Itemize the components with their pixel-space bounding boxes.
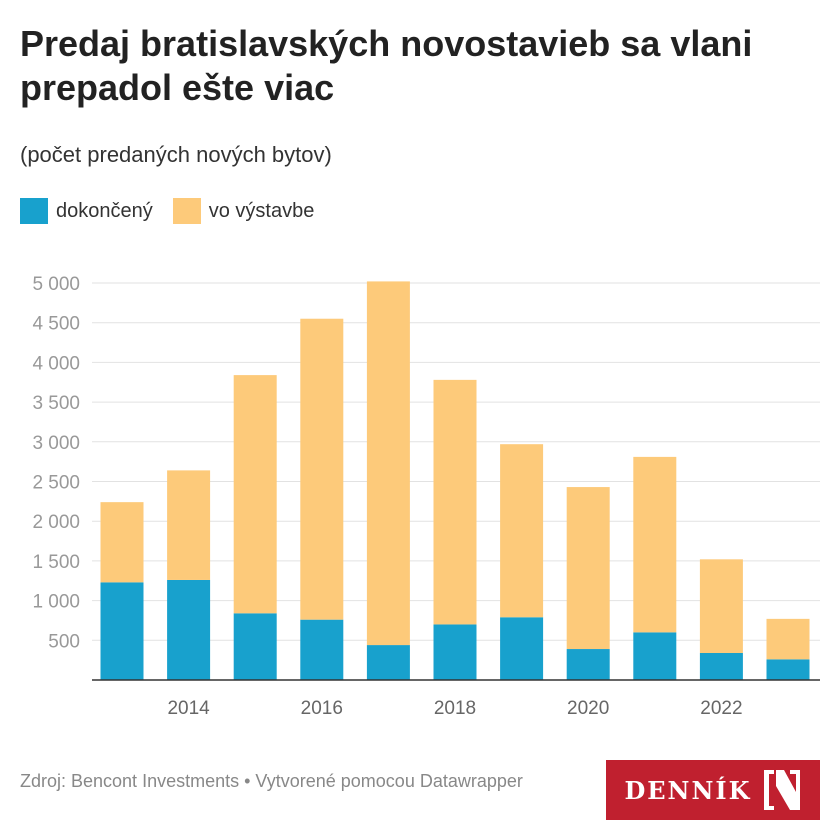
- y-tick-label: 3 500: [32, 393, 80, 414]
- bar-segment: [433, 624, 477, 680]
- y-tick-label: 3 000: [32, 433, 80, 454]
- x-tick-label: 2020: [567, 698, 609, 719]
- y-tick-label: 1 500: [32, 552, 80, 573]
- x-tick-label: 2022: [700, 698, 742, 719]
- legend-label: dokončený: [56, 199, 153, 222]
- chart-subtitle: (počet predaných nových bytov): [20, 142, 332, 167]
- x-tick-label: 2016: [301, 698, 343, 719]
- dennik-n-logo: DENNÍK: [606, 760, 820, 820]
- bar-segment: [100, 502, 144, 583]
- bar-segment: [766, 659, 810, 680]
- bar-segment: [766, 618, 810, 660]
- legend-swatch: [20, 198, 48, 224]
- bar-segment: [366, 281, 410, 646]
- bar-segment: [300, 318, 344, 620]
- bar-segment: [699, 653, 743, 680]
- legend: dokončený vo výstavbe: [20, 198, 314, 224]
- y-tick-label: 1 000: [32, 592, 80, 613]
- legend-label: vo výstavbe: [208, 199, 315, 222]
- bar-segment: [500, 444, 544, 618]
- bar-segment: [500, 617, 544, 680]
- bar-segment: [566, 649, 610, 680]
- source-note: Zdroj: Bencont Investments • Vytvorené p…: [20, 771, 523, 791]
- bar-chart: 500 1 000 1 500 2 000 2 500 3 000 3 500 4 000 4 …: [32, 274, 820, 719]
- y-tick-label: 2 500: [32, 473, 80, 494]
- y-tick-label: 4 500: [32, 314, 80, 335]
- bar-segment: [167, 579, 211, 680]
- legend-item-completed: dokončený: [20, 198, 153, 224]
- y-tick-label: 4 000: [32, 353, 80, 374]
- chart-title: Predaj bratislavských novostavieb sa vla…: [20, 23, 753, 108]
- bar-segment: [633, 632, 677, 680]
- bar-segment: [366, 645, 410, 680]
- x-tick-label: 2014: [167, 698, 210, 719]
- y-tick-label: 500: [48, 631, 80, 652]
- legend-item-under-construction: vo výstavbe: [172, 198, 315, 224]
- x-tick-label: 2018: [434, 698, 476, 719]
- y-tick-label: 2 000: [32, 512, 80, 533]
- bar-segment: [433, 379, 477, 625]
- bar-segment: [233, 375, 277, 614]
- legend-swatch: [172, 198, 201, 224]
- bar-segment: [566, 487, 610, 650]
- y-tick-label: 5 000: [32, 274, 80, 295]
- bar-segment: [699, 559, 743, 654]
- bar-segment: [100, 582, 144, 680]
- bar-segment: [300, 619, 344, 680]
- bar-segment: [167, 470, 211, 580]
- bar-segment: [633, 456, 677, 633]
- n-logo-icon: [763, 770, 800, 810]
- bar-segment: [233, 613, 277, 680]
